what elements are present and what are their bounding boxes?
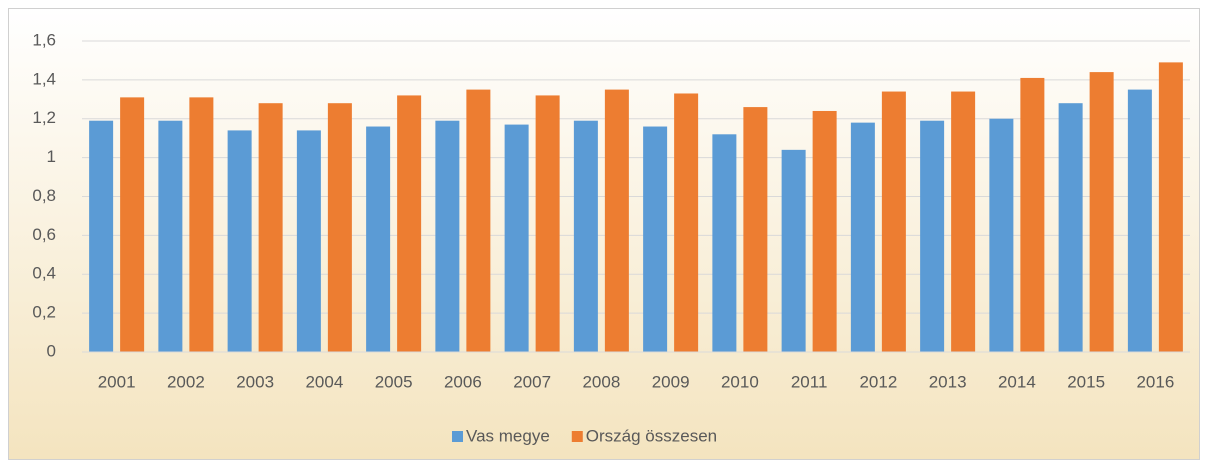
y-tick-label: 1,2 [32,108,56,127]
x-tick-label: 2012 [859,372,897,391]
x-tick-label: 2011 [791,372,828,391]
y-tick-label: 0 [47,341,56,360]
bar [1158,62,1183,352]
y-tick-label: 0,4 [32,264,56,283]
y-tick-label: 1 [47,147,56,166]
legend-swatch [571,431,583,442]
bar [573,120,598,352]
bar [881,91,906,352]
legend-label: Ország összesen [586,426,717,445]
bar [604,89,629,352]
bar [189,97,214,353]
x-tick-label: 2006 [444,372,482,391]
y-tick-label: 0,8 [32,186,56,205]
bar [296,130,321,352]
bar [781,149,806,352]
y-tick-label: 1,4 [32,69,56,88]
bar [397,95,422,353]
bar [1127,89,1152,352]
bar [951,91,976,352]
x-tick-label: 2007 [513,372,551,391]
bar [920,120,945,352]
x-tick-label: 2010 [721,372,759,391]
bar [1020,77,1045,353]
bar [120,97,145,353]
y-tick-label: 0,2 [32,303,56,322]
bar [158,120,183,352]
x-tick-label: 2003 [236,372,274,391]
x-tick-label: 2001 [98,372,136,391]
bar [1089,72,1114,352]
bar [327,103,352,352]
bar [366,126,391,353]
bar [1058,103,1083,352]
bar [227,130,252,352]
x-tick-label: 2004 [305,372,343,391]
y-tick-label: 1,6 [32,30,56,49]
x-tick-label: 2016 [1136,372,1174,391]
bar [258,103,283,352]
y-tick-label: 0,6 [32,225,56,244]
bar [850,122,875,352]
x-tick-label: 2014 [998,372,1036,391]
x-tick-label: 2009 [652,372,690,391]
bar [466,89,491,352]
legend-swatch [452,431,463,442]
bar [712,134,737,352]
bar [643,126,668,353]
bar [743,107,768,353]
bar [812,110,837,352]
x-tick-label: 2005 [375,372,413,391]
legend-label: Vas megye [466,426,550,445]
bar [504,124,529,352]
x-tick-label: 2002 [167,372,205,391]
bar [435,120,460,352]
bar [674,93,699,352]
bar [989,118,1014,352]
x-tick-label: 2008 [582,372,620,391]
bar [535,95,560,353]
bar [89,120,114,352]
x-tick-label: 2013 [929,372,967,391]
x-tick-label: 2015 [1067,372,1105,391]
